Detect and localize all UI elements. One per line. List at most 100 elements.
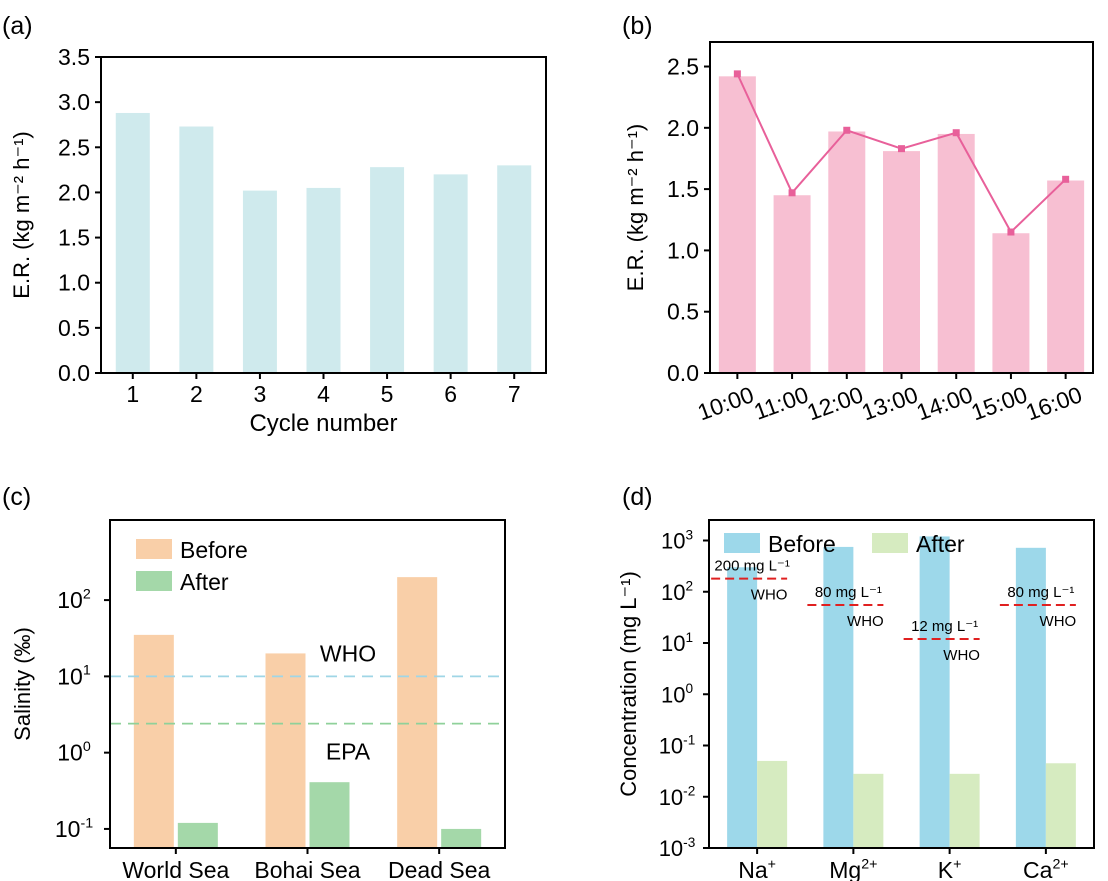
a-xtick-label: 4 (317, 381, 330, 407)
a-xtick-label: 3 (254, 381, 267, 407)
c-legend-label: Before (180, 537, 248, 563)
d-ytick-label-sup: -1 (683, 732, 695, 747)
panel-b-label: (b) (622, 12, 653, 40)
panel-d-label: (d) (622, 483, 653, 511)
d-xtick-label-base: Ca (1023, 857, 1053, 881)
c-bar-after-1 (309, 782, 350, 848)
d-threshold-sub: WHO (847, 613, 884, 630)
a-xtick-label: 6 (444, 381, 457, 407)
d-xtick-label-sup: 2+ (861, 856, 877, 872)
b-xtick-label: 12:00 (804, 381, 867, 425)
b-ytick-label: 0.0 (667, 360, 699, 386)
d-xtick-label-base: Mg (829, 857, 861, 881)
b-point-marker (733, 70, 741, 78)
d-ytick-label-base: 10 (659, 785, 683, 810)
c-ref-label-epa: EPA (326, 739, 371, 765)
c-bar-before-2 (397, 577, 438, 848)
a-xtick-label: 5 (381, 381, 394, 407)
b-bar-4 (937, 133, 975, 373)
c-ytick-label-sup: 2 (83, 586, 91, 602)
a-bar-1 (115, 112, 150, 373)
c-plot-frame (109, 519, 506, 849)
d-ytick-label-base: 10 (661, 529, 685, 554)
d-threshold-label: 80 mg L⁻¹ (815, 584, 882, 601)
c-ytick-label: 100 (57, 739, 91, 766)
b-xtick-label: 14:00 (913, 381, 976, 425)
d-ytick-label: 103 (661, 527, 693, 553)
a-xtick-label: 1 (126, 381, 139, 407)
d-legend-swatch-before (724, 533, 760, 553)
d-ytick-label-base: 10 (661, 580, 685, 605)
d-bar-before-1 (823, 546, 854, 848)
c-ytick-label-sup: -1 (80, 815, 93, 831)
d-ytick-label-sup: 1 (685, 630, 693, 645)
d-bar-before-0 (727, 567, 758, 848)
d-legend-label: Before (768, 531, 836, 557)
b-point-marker (1062, 175, 1070, 183)
b-ytick-label: 1.5 (667, 176, 699, 202)
d-xtick-label-base: Na (738, 857, 768, 881)
b-ytick-label: 2.5 (667, 54, 699, 80)
c-ytick-label: 10-1 (55, 815, 93, 842)
a-ytick-label: 1.5 (58, 225, 90, 251)
b-plot-frame (709, 41, 1094, 374)
c-legend-swatch-after (136, 571, 172, 591)
d-ytick-label: 10-2 (659, 784, 696, 810)
c-xtick-label: Bohai Sea (254, 857, 360, 881)
a-bar-6 (433, 174, 468, 373)
c-ytick-label-base: 10 (57, 740, 83, 766)
b-point-marker (952, 129, 960, 137)
a-ytick-label: 2.5 (58, 134, 90, 160)
a-ytick-label: 0.0 (58, 360, 90, 386)
d-xtick-label-base: K (938, 857, 954, 881)
d-ytick-label-sup: 2 (685, 579, 693, 594)
a-bar-7 (497, 165, 532, 373)
a-bar-3 (242, 190, 277, 373)
d-ytick-label-base: 10 (659, 836, 683, 861)
d-legend-swatch-after (872, 533, 908, 553)
c-xtick-label: Dead Sea (388, 857, 491, 881)
d-xtick-label-sup: 2+ (1052, 856, 1068, 872)
d-bar-after-2 (949, 773, 980, 848)
d-xtick-label: K+ (938, 856, 962, 881)
c-ytick-label-sup: 0 (83, 739, 91, 755)
d-ytick-label-base: 10 (659, 734, 683, 759)
a-ylabel: E.R. (kg m⁻² h⁻¹) (9, 131, 34, 298)
c-ytick-label: 101 (57, 663, 91, 690)
a-ytick-label: 0.5 (58, 315, 90, 341)
c-ylabel: Salinity (‰) (10, 627, 35, 741)
d-ylabel: Concentration (mg L⁻¹) (616, 571, 641, 797)
a-xlabel: Cycle number (249, 410, 397, 437)
b-point-marker (843, 126, 851, 134)
d-ytick-label-sup: 0 (685, 681, 693, 696)
b-point-marker (1007, 228, 1015, 236)
d-xtick-label: Ca2+ (1023, 856, 1069, 881)
d-bar-before-3 (1015, 547, 1046, 848)
panel-a-label: (a) (2, 12, 33, 40)
a-ytick-label: 3.0 (58, 89, 90, 115)
b-bar-2 (828, 131, 866, 373)
a-xtick-label: 7 (508, 381, 521, 407)
d-threshold-label: 200 mg L⁻¹ (714, 558, 789, 575)
b-bar-0 (718, 76, 756, 373)
c-ytick-label: 102 (57, 586, 91, 613)
d-bar-before-2 (919, 536, 950, 848)
b-ylabel: E.R. (kg m⁻² h⁻¹) (623, 124, 648, 291)
d-ytick-label-sup: 3 (685, 527, 693, 542)
c-legend-label: After (180, 569, 229, 595)
d-ytick-label-sup: -3 (683, 835, 695, 850)
d-bar-after-3 (1045, 763, 1076, 848)
b-ytick-label: 0.5 (667, 299, 699, 325)
b-bar-1 (773, 195, 811, 373)
d-bar-after-0 (757, 760, 788, 848)
d-xtick-label-sup: + (768, 856, 776, 872)
d-ytick-label: 100 (661, 681, 693, 707)
d-ytick-label-base: 10 (661, 682, 685, 707)
c-bar-after-2 (441, 828, 482, 848)
b-point-marker (898, 145, 905, 153)
b-xtick-label: 15:00 (968, 381, 1031, 425)
a-bar-5 (370, 167, 405, 373)
c-ytick-label-base: 10 (57, 587, 83, 613)
d-ytick-label: 102 (661, 579, 693, 605)
